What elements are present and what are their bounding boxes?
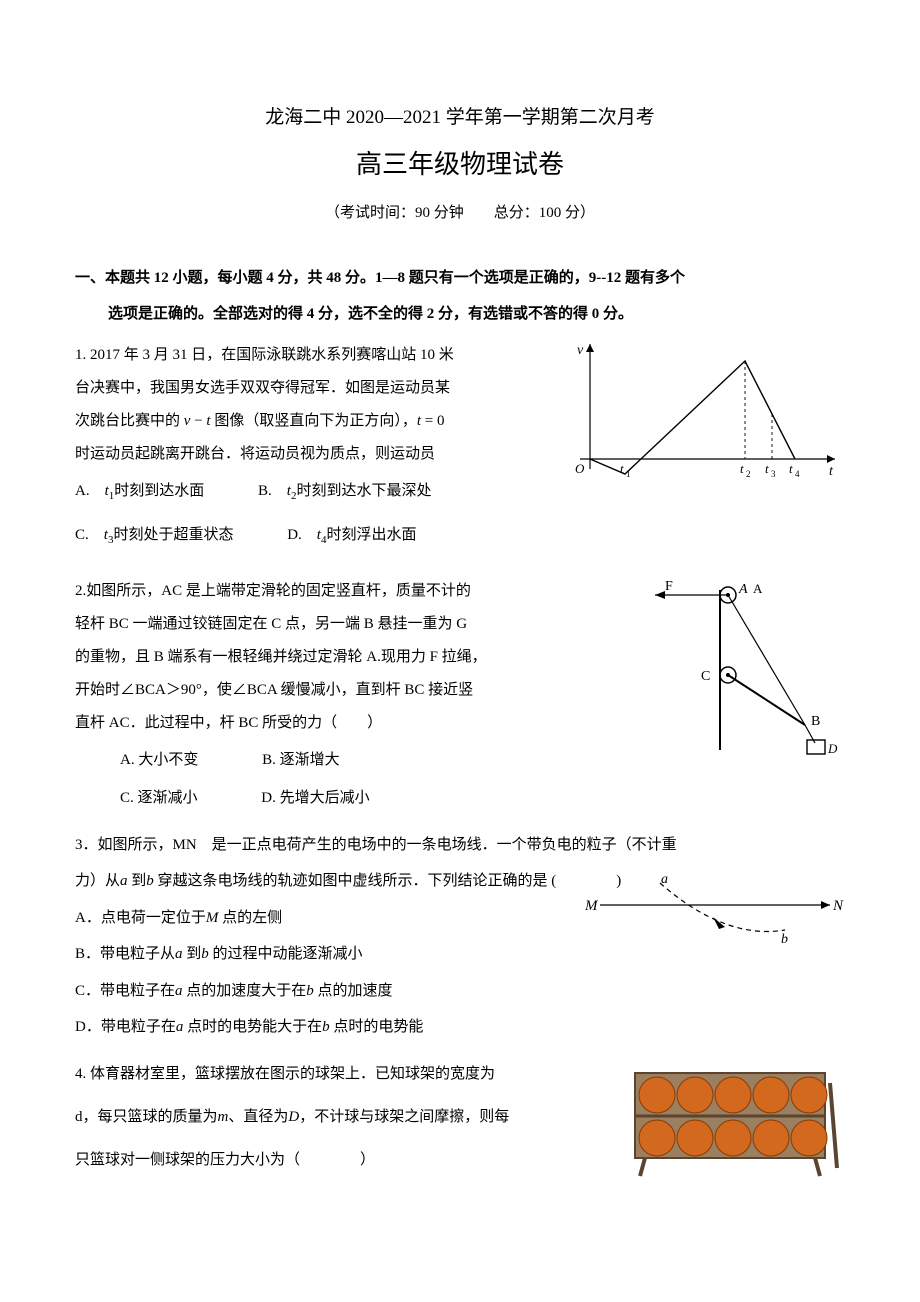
svg-text:a: a bbox=[661, 875, 668, 887]
svg-text:F: F bbox=[665, 579, 673, 594]
exam-title-line2: 高三年级物理试卷 bbox=[75, 140, 845, 189]
q4-line2: d，每只篮球的质量为m、直径为D，不计球与球架之间摩擦，则每 bbox=[75, 1101, 552, 1134]
question-3: M N a b 3．如图所示，MN 是一正点电荷产生的电场中的一条电场线．一个带… bbox=[75, 831, 845, 1042]
q2-line3: 的重物，且 B 端系有一根轻绳并绕过定滑轮 A.现用力 F 拉绳， bbox=[75, 641, 537, 674]
q1-line1: 1. 2017 年 3 月 31 日，在国际泳联跳水系列赛喀山站 10 米 bbox=[75, 339, 537, 372]
q1-line4: 时运动员起跳离开跳台．将运动员视为质点，则运动员 bbox=[75, 438, 537, 471]
q1-option-d: D. t4时刻浮出水面 bbox=[287, 521, 416, 551]
q4-figure bbox=[625, 1058, 845, 1178]
q1-figure: v t O t 1 t 2 t 3 t 4 bbox=[565, 339, 845, 489]
q2-option-b: B. 逐渐增大 bbox=[262, 746, 340, 775]
question-2: F A A C B D 2.如图所示，AC 是上端带定滑轮的固定竖直杆，质量不计… bbox=[75, 575, 845, 813]
q1-option-a: A. t1时刻到达水面 bbox=[75, 477, 204, 507]
svg-text:B: B bbox=[811, 714, 820, 729]
exam-title-line1: 龙海二中 2020—2021 学年第一学期第二次月考 bbox=[75, 100, 845, 136]
svg-text:A: A bbox=[753, 581, 763, 596]
svg-text:3: 3 bbox=[771, 469, 776, 479]
q3-line1: 3．如图所示，MN 是一正点电荷产生的电场中的一条电场线．一个带负电的粒子（不计… bbox=[75, 831, 845, 860]
svg-text:N: N bbox=[832, 898, 844, 914]
svg-text:4: 4 bbox=[795, 469, 800, 479]
section-header-line1: 一、本题共 12 小题，每小题 4 分，共 48 分。1—8 题只有一个选项是正… bbox=[75, 264, 845, 293]
q2-option-d: D. 先增大后减小 bbox=[261, 784, 369, 813]
q4-line1: 4. 体育器材室里，篮球摆放在图示的球架上．已知球架的宽度为 bbox=[75, 1058, 552, 1091]
svg-text:t: t bbox=[620, 461, 624, 476]
svg-text:2: 2 bbox=[746, 469, 751, 479]
exam-info: （考试时间：90 分钟 总分：100 分） bbox=[75, 199, 845, 228]
q4-line3: 只篮球对一侧球架的压力大小为（ ） bbox=[75, 1144, 552, 1177]
svg-text:A: A bbox=[738, 582, 748, 597]
svg-text:t: t bbox=[740, 461, 744, 476]
svg-text:C: C bbox=[701, 669, 710, 684]
q2-line1: 2.如图所示，AC 是上端带定滑轮的固定竖直杆，质量不计的 bbox=[75, 575, 537, 608]
q2-line2: 轻杆 BC 一端通过铰链固定在 C 点，另一端 B 悬挂一重为 G bbox=[75, 608, 537, 641]
q2-option-a: A. 大小不变 bbox=[120, 746, 198, 775]
question-1: v t O t 1 t 2 t 3 t 4 1. 2017 年 3 月 31 日… bbox=[75, 339, 845, 551]
svg-text:v: v bbox=[577, 343, 584, 358]
q2-line5: 直杆 AC．此过程中，杆 BC 所受的力（ ） bbox=[75, 707, 537, 740]
svg-text:1: 1 bbox=[626, 469, 631, 479]
q3-option-d: D．带电粒子在a 点时的电势能大于在b 点时的电势能 bbox=[75, 1013, 845, 1042]
q1-line2: 台决赛中，我国男女选手双双夺得冠军．如图是运动员某 bbox=[75, 372, 537, 405]
svg-text:M: M bbox=[585, 898, 599, 914]
q2-line4: 开始时∠BCA＞90°，使∠BCA 缓慢减小，直到杆 BC 接近竖 bbox=[75, 674, 537, 707]
svg-text:b: b bbox=[781, 932, 788, 945]
svg-text:O: O bbox=[575, 461, 585, 476]
svg-text:t: t bbox=[765, 461, 769, 476]
q1-line3: 次跳台比赛中的 v − t 图像（取竖直向下为正方向），t = 0 bbox=[75, 405, 537, 438]
q2-option-c: C. 逐渐减小 bbox=[120, 784, 198, 813]
q1-option-b: B. t2时刻到达水下最深处 bbox=[258, 477, 431, 507]
q3-option-c: C．带电粒子在a 点的加速度大于在b 点的加速度 bbox=[75, 977, 522, 1006]
question-4: 4. 体育器材室里，篮球摆放在图示的球架上．已知球架的宽度为 d，每只篮球的质量… bbox=[75, 1058, 845, 1177]
svg-text:t: t bbox=[829, 464, 834, 479]
q2-figure: F A A C B D bbox=[625, 575, 845, 760]
svg-text:D: D bbox=[827, 741, 838, 756]
section-header-line2: 选项是正确的。全部选对的得 4 分，选不全的得 2 分，有选错或不答的得 0 分… bbox=[75, 300, 845, 329]
q1-option-c: C. t3时刻处于超重状态 bbox=[75, 521, 233, 551]
svg-text:t: t bbox=[789, 461, 793, 476]
q3-figure: M N a b bbox=[585, 875, 845, 945]
